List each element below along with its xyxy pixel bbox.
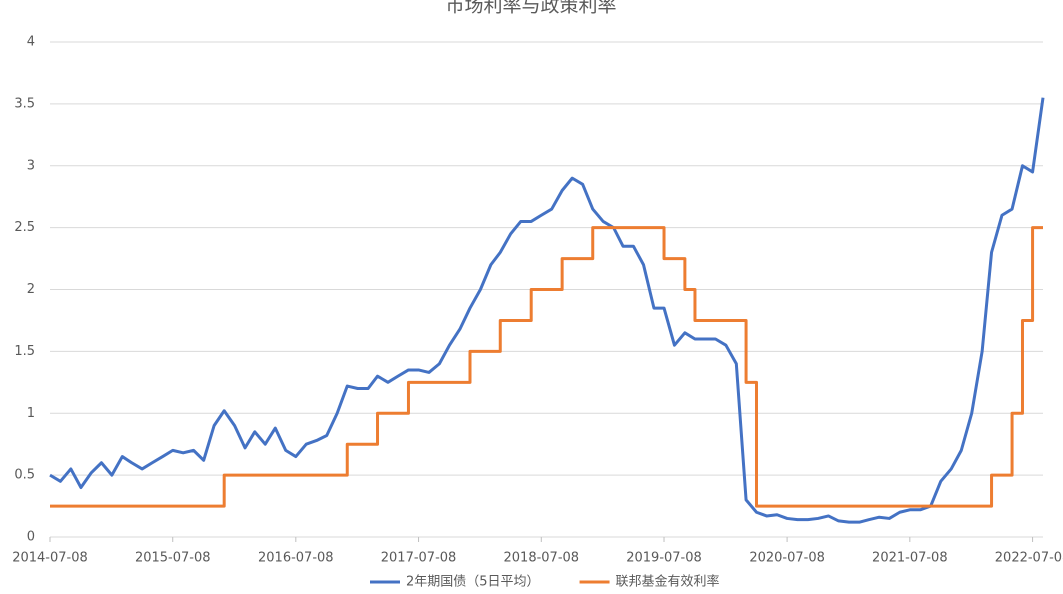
y-tick-label: 1 — [27, 406, 35, 421]
chart-title: 市场利率与政策利率 — [445, 0, 616, 17]
series-line — [50, 226, 1043, 508]
legend-label: 联邦基金有效利率 — [616, 574, 720, 590]
x-tick-label: 2020-07-08 — [749, 551, 825, 566]
legend-label: 2年期国债（5日平均） — [406, 575, 540, 590]
y-tick-label: 0.5 — [14, 468, 35, 483]
x-tick-label: 2016-07-08 — [258, 551, 334, 566]
x-tick-label: 2014-07-08 — [12, 551, 88, 566]
x-tick-label: 2015-07-08 — [135, 551, 211, 566]
y-tick-label: 1.5 — [14, 344, 35, 359]
x-tick-label: 2022-07-08 — [995, 551, 1063, 566]
x-tick-label: 2021-07-08 — [872, 551, 948, 566]
y-tick-label: 2.5 — [14, 220, 35, 235]
series-line — [49, 97, 1045, 524]
y-tick-label: 2 — [27, 282, 35, 297]
x-tick-label: 2018-07-08 — [504, 551, 580, 566]
y-tick-label: 3 — [27, 158, 35, 173]
y-tick-label: 3.5 — [14, 96, 35, 111]
x-tick-label: 2017-07-08 — [381, 551, 457, 566]
y-tick-label: 4 — [27, 35, 35, 50]
x-tick-label: 2019-07-08 — [626, 551, 702, 566]
y-tick-label: 0 — [27, 530, 35, 545]
